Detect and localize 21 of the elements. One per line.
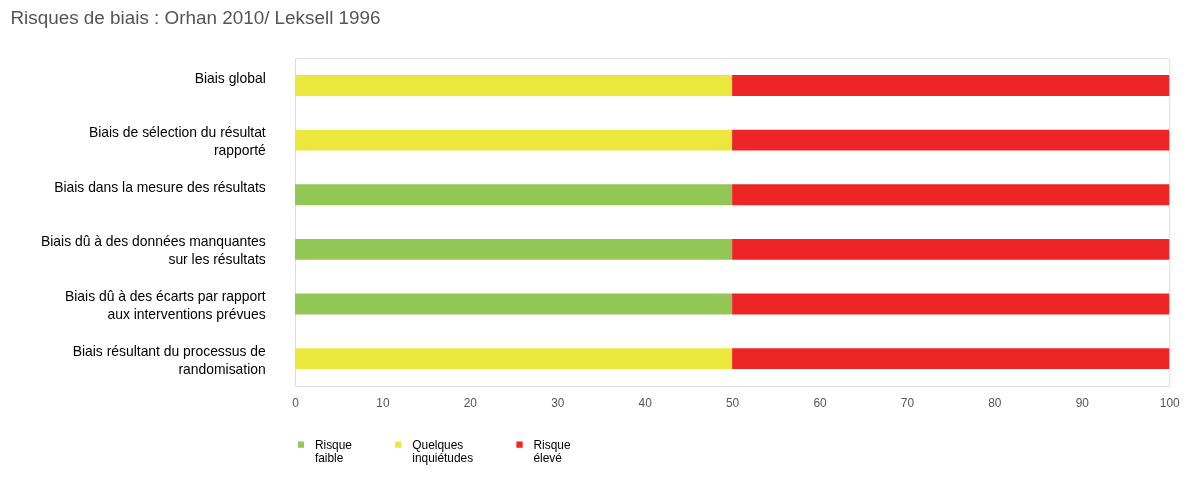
y-tick-label: Biais global (194, 69, 266, 86)
x-tick-label: 80 (988, 396, 1002, 411)
legend-label: Risque élevé (533, 437, 571, 466)
y-tick-label: Biais dans la mesure des résultats (54, 178, 266, 195)
legend-label: Quelques inquiétudes (412, 437, 474, 466)
y-tick-label: Biais de sélection du résultat rapporté (88, 124, 266, 159)
x-tick-label: 50 (725, 396, 740, 411)
x-tick-label: 20 (463, 396, 478, 411)
y-tick-label: Biais résultant du processus de randomisation (72, 342, 266, 377)
legend-label: Risque faible (314, 437, 353, 466)
x-tick-label: 90 (1075, 396, 1090, 411)
y-tick-label: Biais dû à des écarts par rapport aux interventions prévues (64, 288, 266, 322)
x-tick-label: 10 (376, 396, 390, 411)
chart-title: Risques de biais : Orhan 2010/ Leksell 1996 (10, 7, 381, 29)
x-tick-label: 40 (638, 396, 653, 411)
x-tick-label: 70 (900, 396, 915, 411)
x-tick-label: 100 (1159, 396, 1181, 411)
x-tick-label: 0 (292, 396, 300, 411)
y-tick-label: Biais dû à des données manquantes sur les résultats (40, 233, 266, 268)
x-tick-label: 30 (551, 396, 565, 411)
x-tick-label: 60 (813, 396, 828, 411)
